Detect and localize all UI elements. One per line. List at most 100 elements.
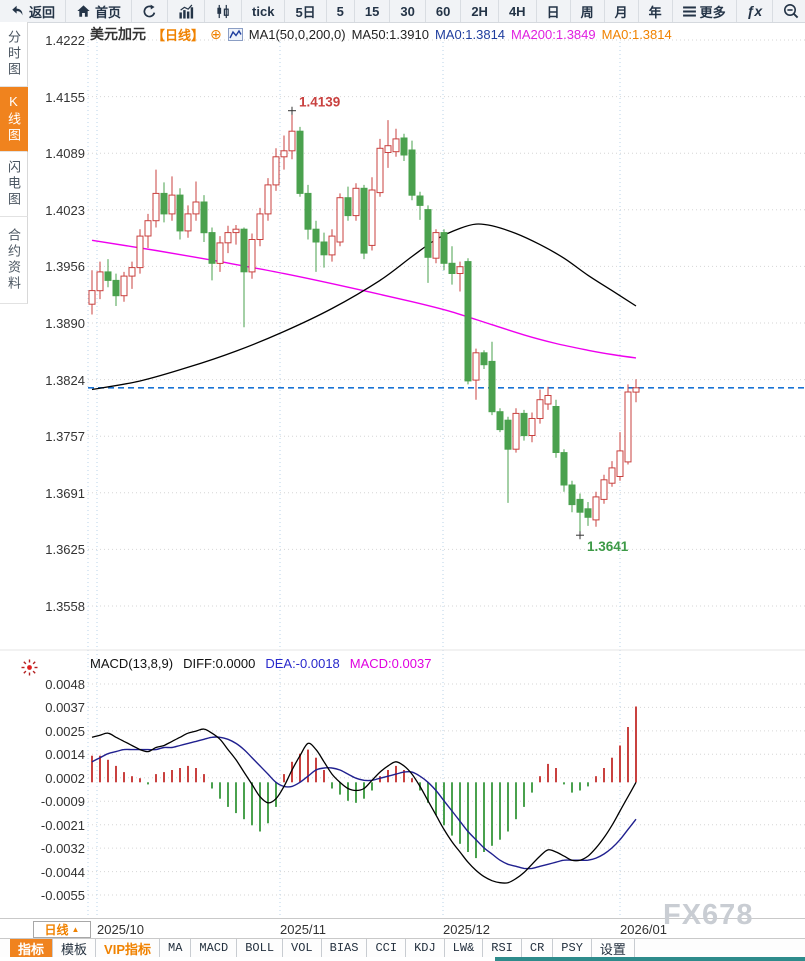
interval-5m[interactable]: 5: [327, 0, 355, 22]
time-axis-label: 2025/11: [280, 922, 327, 937]
tab-rsi[interactable]: RSI: [483, 939, 522, 957]
candle: [424, 209, 432, 258]
candle: [528, 418, 536, 436]
interval-30m[interactable]: 30: [390, 0, 426, 22]
refresh-button[interactable]: [132, 0, 169, 22]
candle: [536, 399, 544, 420]
macd-axis-label: -0.0021: [40, 817, 85, 833]
candle: [192, 201, 200, 215]
sidebar-kline-chart[interactable]: K线图: [0, 87, 28, 152]
tab-vip-indicators[interactable]: VIP指标: [96, 939, 160, 957]
interval-day[interactable]: 日: [537, 0, 571, 22]
price-axis-label: 1.3691: [45, 485, 85, 501]
candle: [216, 242, 224, 264]
sidebar-intraday-chart[interactable]: 分时图: [0, 22, 28, 87]
candle: [352, 187, 360, 217]
candle: [288, 130, 296, 152]
candle: [568, 484, 576, 506]
macd-axis-label: -0.0044: [40, 864, 85, 880]
macd-value: MACD:0.0037: [349, 656, 432, 671]
bar-chart-icon: [179, 4, 194, 19]
back-button[interactable]: 返回: [0, 0, 67, 22]
interval-60m[interactable]: 60: [426, 0, 462, 22]
price-annotation: 1.4139: [299, 95, 340, 110]
candle: [264, 184, 272, 215]
candle: [632, 387, 640, 393]
price-axis-label: 1.4089: [45, 146, 85, 162]
top-toolbar: 返回 首页 tick 5日 5 15 30 60 2H 4H 日周月年更多 ƒx: [0, 0, 805, 23]
price-axis-label: 1.3824: [45, 372, 85, 388]
candle: [592, 496, 600, 521]
bar-chart-type-button[interactable]: [168, 0, 206, 22]
candle: [88, 290, 96, 305]
sidebar-contract-info[interactable]: 合约资料: [0, 217, 28, 304]
zoom-out-button[interactable]: [773, 0, 805, 22]
bottom-toolbar: 指标 模板 VIP指标 MA MACD BOLL VOL BIAS CCI KDJ LW& RSI CR…: [0, 938, 805, 957]
tab-kdj[interactable]: KDJ: [406, 939, 445, 957]
candle: [544, 395, 552, 405]
candle: [440, 232, 448, 264]
time-axis-label: 2025/12: [443, 922, 490, 937]
indicator-settings-icon[interactable]: [21, 659, 38, 676]
candle: [520, 412, 528, 437]
interval-5d[interactable]: 5日: [285, 0, 327, 22]
interval-month[interactable]: 月: [605, 0, 639, 22]
tab-boll[interactable]: BOLL: [237, 939, 284, 957]
interval-year[interactable]: 年: [639, 0, 673, 22]
sidebar-lightning-chart[interactable]: 闪电图: [0, 152, 28, 217]
candle: [472, 352, 480, 381]
candle: [224, 232, 232, 244]
tab-bias[interactable]: BIAS: [322, 939, 368, 957]
macd-axis-label: -0.0009: [40, 794, 85, 810]
tab-macd[interactable]: MACD: [191, 939, 238, 957]
candle: [496, 411, 504, 431]
candle-chart-type-button[interactable]: [205, 0, 243, 22]
period-selector[interactable]: 日线 ▲: [33, 921, 91, 938]
tab-ma[interactable]: MA: [160, 939, 192, 957]
candle: [392, 138, 400, 153]
interval-tick[interactable]: tick: [242, 0, 286, 22]
candle: [384, 145, 392, 153]
candle: [96, 271, 104, 292]
candle: [248, 239, 256, 273]
macd-title: MACD(13,8,9): [90, 656, 174, 671]
home-button[interactable]: 首页: [66, 0, 133, 22]
macd-axis-label: 0.0048: [45, 677, 85, 692]
tab-lw[interactable]: LW&: [445, 939, 484, 957]
candle: [616, 450, 624, 477]
line-chart-icon[interactable]: [227, 27, 243, 41]
tab-vol[interactable]: VOL: [283, 939, 322, 957]
macd-legend: MACD(13,8,9) DIFF:0.0000 DEA:-0.0018 MAC…: [90, 656, 431, 671]
candle: [144, 220, 152, 237]
candle: [128, 267, 136, 277]
price-axis-label: 1.3625: [45, 542, 85, 558]
tab-indicators[interactable]: 指标: [10, 939, 54, 957]
time-axis: 日线 ▲ 2025/10 2025/11 2025/12 2026/01: [0, 918, 805, 939]
interval-4h[interactable]: 4H: [499, 0, 537, 22]
time-axis-label: 2026/01: [620, 922, 667, 937]
candle: [320, 241, 328, 256]
tab-psy[interactable]: PSY: [553, 939, 592, 957]
candle: [160, 192, 168, 215]
candle: [456, 266, 464, 274]
tab-cci[interactable]: CCI: [367, 939, 407, 957]
left-sidebar: 分时图 K线图 闪电图 合约资料: [0, 22, 28, 304]
tab-cr[interactable]: CR: [522, 939, 554, 957]
candle: [560, 452, 568, 486]
candle: [400, 137, 408, 156]
interval-2h[interactable]: 2H: [461, 0, 499, 22]
add-indicator-icon[interactable]: ⊕: [210, 25, 222, 42]
interval-15m[interactable]: 15: [355, 0, 391, 22]
more-button[interactable]: 更多: [673, 0, 737, 22]
tab-settings[interactable]: 设置: [592, 939, 635, 957]
macd-axis-label: 0.0014: [45, 747, 85, 763]
zoom-out-icon: [784, 4, 799, 19]
tab-templates[interactable]: 模板: [53, 939, 97, 957]
candle: [232, 228, 240, 234]
candle: [200, 201, 208, 234]
interval-week[interactable]: 周: [571, 0, 605, 22]
chart-plot[interactable]: 1.4139 1.3641: [0, 22, 805, 918]
candle: [416, 195, 424, 206]
macd-dea-value: DEA:-0.0018: [265, 656, 340, 671]
fx-indicator-button[interactable]: ƒx: [737, 0, 774, 22]
